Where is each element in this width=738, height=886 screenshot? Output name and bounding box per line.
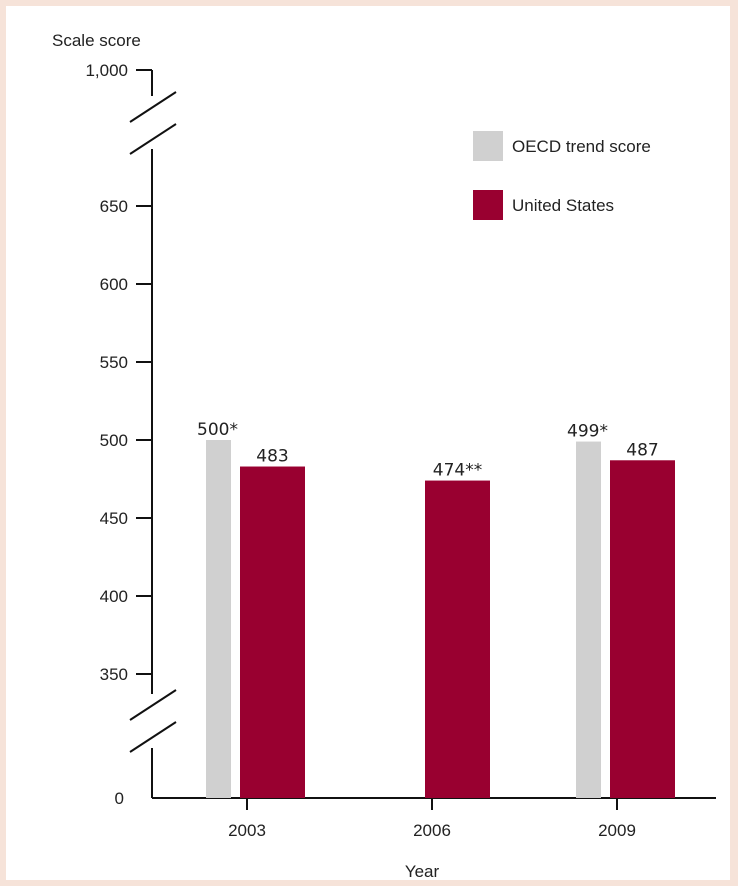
x-axis-title: Year — [405, 862, 440, 881]
bar-us-2003 — [240, 466, 305, 798]
y-tick-label: 400 — [100, 587, 128, 606]
y-tick-label: 350 — [100, 665, 128, 684]
y-tick-label: 500 — [100, 431, 128, 450]
chart-panel — [6, 6, 730, 880]
y-tick-label: 450 — [100, 509, 128, 528]
axis-break-mark — [129, 91, 177, 123]
data-label-oecd-2009: 499* — [567, 422, 608, 442]
axis-break-mark — [129, 123, 177, 155]
axis-break-gap — [148, 100, 156, 146]
x-tick-label: 2006 — [413, 821, 451, 840]
data-label-us-2006: 474** — [433, 461, 482, 481]
bar-us-2009 — [610, 460, 675, 798]
y-tick-label: 1,000 — [85, 61, 128, 80]
bar-oecd-2003 — [206, 440, 231, 798]
data-label-us-2009: 487 — [626, 440, 658, 460]
x-tick-label: 2003 — [228, 821, 266, 840]
bar-oecd-2009 — [576, 441, 601, 798]
data-label-us-2003: 483 — [256, 447, 288, 467]
legend-label: United States — [512, 196, 614, 215]
x-tick-label: 2009 — [598, 821, 636, 840]
axis-break-gap — [148, 698, 156, 744]
axis-break-mark — [129, 721, 177, 753]
data-label-oecd-2003: 500* — [197, 420, 238, 440]
bar-us-2006 — [425, 480, 490, 798]
axis-break-mark — [129, 689, 177, 721]
y-tick-label: 550 — [100, 353, 128, 372]
y-axis-title: Scale score — [52, 31, 141, 50]
y-tick-label: 600 — [100, 275, 128, 294]
y-tick-label: 0 — [115, 789, 124, 808]
legend-swatch — [473, 131, 503, 161]
y-tick-label: 650 — [100, 197, 128, 216]
legend-label: OECD trend score — [512, 137, 651, 156]
legend-swatch — [473, 190, 503, 220]
